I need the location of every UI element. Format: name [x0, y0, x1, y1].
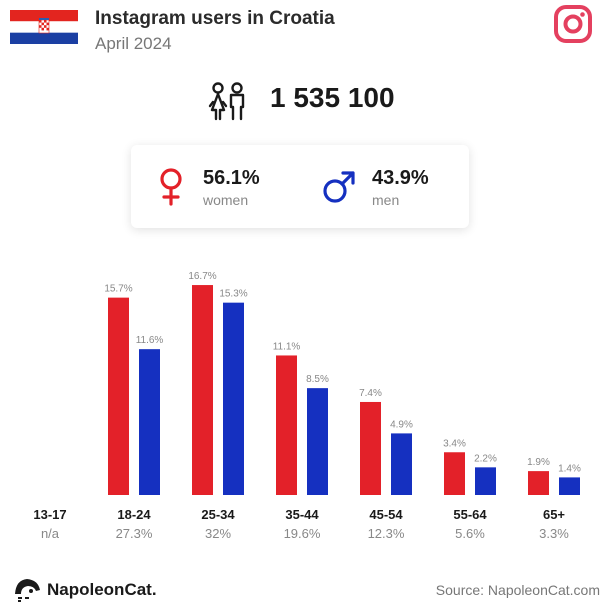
users-icon	[208, 82, 245, 121]
category-total: 27.3%	[116, 526, 153, 541]
data-label-men-45-54: 4.9%	[390, 419, 413, 430]
bar-women-18-24	[108, 297, 129, 495]
age-gender-bar-chart: 13-17 n/a 15.7% 11.6% 18-24 27.3% 16.7%15.3% 25…	[33, 271, 581, 541]
data-label-women-25-34: 16.7%	[188, 271, 216, 282]
male-icon	[323, 171, 355, 203]
instagram-icon[interactable]	[553, 4, 593, 44]
gender-card: 56.1% women 43.9% men	[131, 145, 469, 228]
bar-women-25-34	[192, 285, 213, 495]
croatia-flag-icon	[10, 10, 78, 44]
data-label-women-55-64: 3.4%	[443, 438, 466, 449]
category-label: 45-54	[369, 507, 403, 522]
data-label-men-55-64: 2.2%	[474, 453, 497, 464]
bar-men-35-44	[307, 388, 328, 495]
category-label: 55-64	[453, 507, 487, 522]
total-users: 1 535 100	[270, 82, 395, 113]
category-total: n/a	[41, 526, 60, 541]
page-subtitle: April 2024	[95, 34, 172, 53]
women-label: women	[203, 192, 249, 208]
category-total: 19.6%	[284, 526, 321, 541]
bar-women-55-64	[444, 452, 465, 495]
female-icon	[160, 168, 182, 206]
category-total: 5.6%	[455, 526, 485, 541]
bar-men-45-54	[391, 433, 412, 495]
bar-men-18-24	[139, 349, 160, 495]
category-total: 3.3%	[539, 526, 569, 541]
data-label-men-18-24: 11.6%	[136, 335, 164, 346]
data-label-women-18-24: 15.7%	[104, 284, 132, 295]
napoleoncat-logo-icon	[15, 579, 40, 602]
bar-women-35-44	[276, 355, 297, 495]
category-label: 65+	[543, 507, 565, 522]
men-label: men	[372, 192, 400, 208]
women-percent: 56.1%	[203, 167, 260, 189]
brand-name[interactable]: NapoleonCat.	[47, 580, 157, 599]
bar-women-65+	[528, 471, 549, 495]
category-label: 25-34	[201, 507, 235, 522]
category-label: 35-44	[285, 507, 319, 522]
category-label: 18-24	[117, 507, 151, 522]
data-label-men-35-44: 8.5%	[306, 374, 329, 385]
category-label: 13-17	[33, 507, 66, 522]
bar-men-65+	[559, 477, 580, 495]
men-percent: 43.9%	[372, 167, 429, 189]
category-total: 12.3%	[368, 526, 405, 541]
category-total: 32%	[205, 526, 231, 541]
data-label-women-45-54: 7.4%	[359, 388, 382, 399]
data-label-women-65+: 1.9%	[527, 457, 550, 468]
data-label-men-65+: 1.4%	[558, 463, 581, 474]
data-label-women-35-44: 11.1%	[273, 341, 301, 352]
source-text: Source: NapoleonCat.com	[435, 582, 600, 598]
bar-men-25-34	[223, 302, 244, 495]
bar-women-45-54	[360, 401, 381, 495]
page-title: Instagram users in Croatia	[95, 8, 335, 29]
bar-men-55-64	[475, 467, 496, 495]
data-label-men-25-34: 15.3%	[219, 289, 247, 300]
